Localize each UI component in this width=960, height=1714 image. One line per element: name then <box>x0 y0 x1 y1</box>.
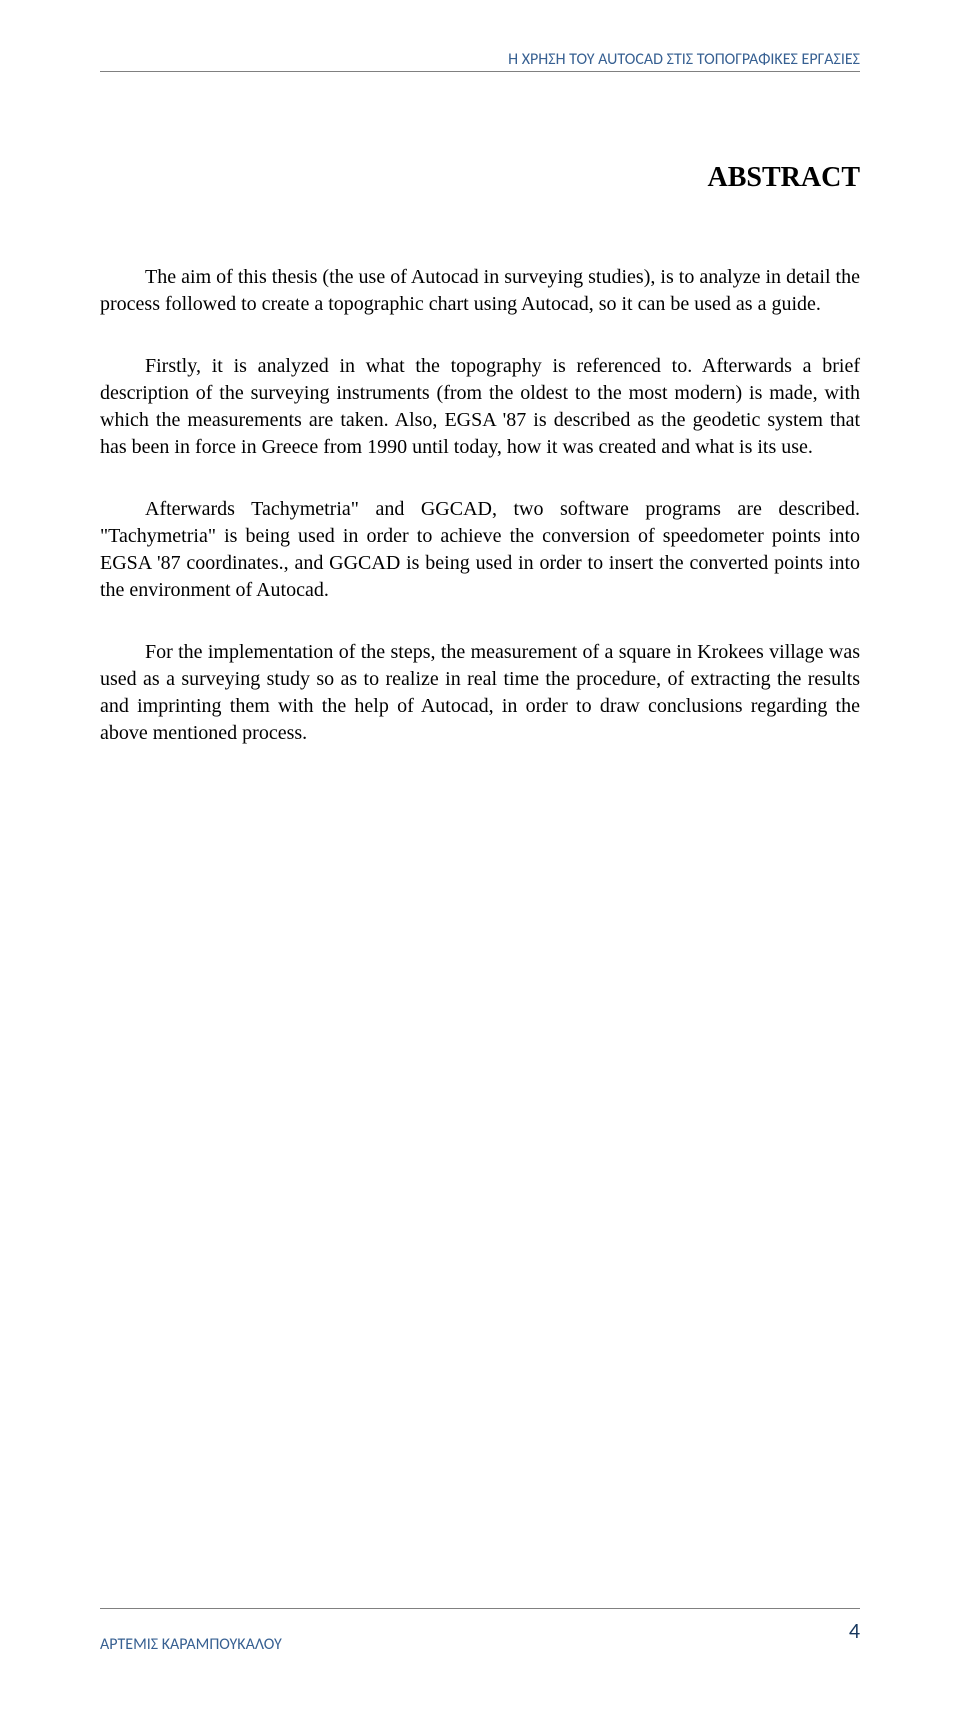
footer-divider <box>100 1608 860 1609</box>
footer-page-number: 4 <box>849 1617 860 1644</box>
abstract-title: ABSTRACT <box>100 162 860 194</box>
paragraph-2: Firstly, it is analyzed in what the topo… <box>100 353 860 461</box>
paragraph-1: The aim of this thesis (the use of Autoc… <box>100 264 860 318</box>
footer: ΑΡΤΕΜΙΣ ΚΑΡΑΜΠΟΥΚΑΛΟΥ 4 <box>100 1608 860 1654</box>
header-text: Η ΧΡΗΣΗ ΤΟΥ AUTOCAD ΣΤΙΣ ΤΟΠΟΓΡΑΦΙΚΕΣ ΕΡ… <box>100 50 860 69</box>
paragraph-3: Afterwards Tachymetria" and GGCAD, two s… <box>100 496 860 604</box>
paragraph-4: For the implementation of the steps, the… <box>100 639 860 747</box>
footer-author: ΑΡΤΕΜΙΣ ΚΑΡΑΜΠΟΥΚΑΛΟΥ <box>100 1635 282 1654</box>
header-divider <box>100 71 860 72</box>
